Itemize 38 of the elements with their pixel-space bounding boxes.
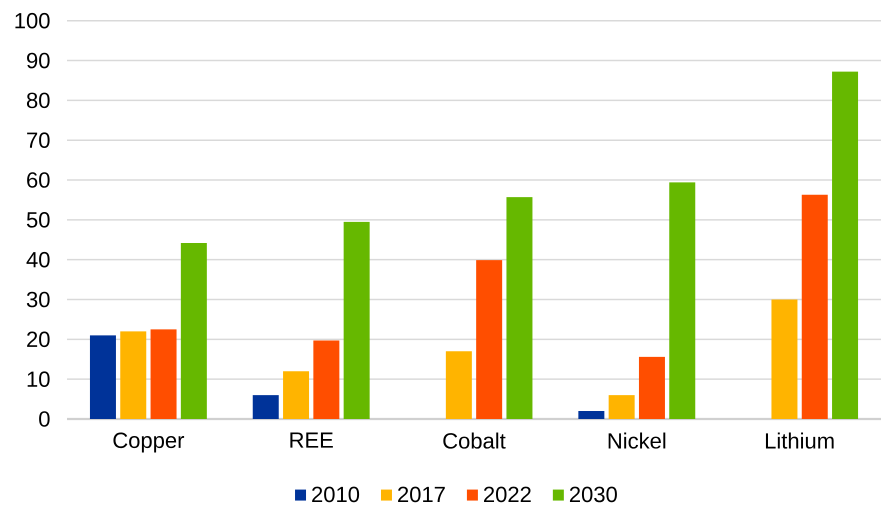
bar [283,371,310,419]
y-tick-label: 30 [26,292,50,308]
bar [832,72,858,419]
bar [313,340,340,419]
bar [446,351,472,419]
legend-label: 2022 [484,486,531,502]
y-tick-label: 90 [27,52,50,68]
bar [802,194,828,419]
bar [578,411,604,419]
x-tick-label: Cobalt [443,432,506,449]
x-tick-label: Copper [113,432,184,452]
y-tick-label: 10 [28,371,50,387]
y-tick-label: 60 [27,172,50,188]
y-tick-label: 80 [26,92,50,108]
bar [638,356,665,419]
y-tick-label: 0 [39,411,50,427]
bar [252,395,279,419]
bar [150,329,177,419]
y-tick-label: 40 [26,252,50,268]
x-tick-label: Nickel [608,432,666,449]
y-tick-label: 100 [15,12,50,28]
legend-label: 2030 [570,486,617,502]
bar [180,242,207,419]
bar [506,197,532,419]
y-tick-label: 50 [26,212,50,228]
bar [771,300,798,419]
x-tick-label: REE [290,432,333,448]
y-tick-label: 70 [27,132,50,148]
x-tick-label: Lithium [766,432,834,449]
bar [90,335,116,419]
legend-label: 2010 [312,486,360,502]
bar [608,395,635,419]
bar [476,260,502,419]
legend-label: 2017 [398,486,445,502]
bar [344,222,370,419]
bar [120,331,146,419]
y-tick-label: 20 [27,332,50,348]
bar [669,182,696,419]
